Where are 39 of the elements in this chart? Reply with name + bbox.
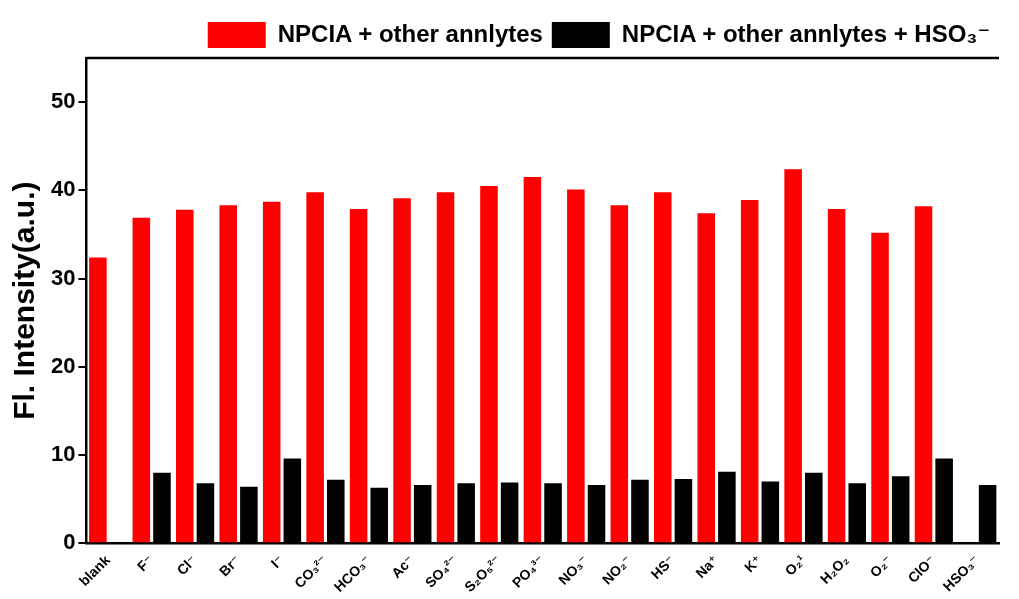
bar (784, 169, 802, 543)
bar (219, 205, 238, 543)
bar (740, 200, 759, 543)
bar (914, 206, 933, 543)
bar (306, 192, 324, 543)
y-tick-label: 20 (50, 352, 76, 378)
bar (480, 185, 498, 543)
x-tick-label: O₂¹ (781, 551, 809, 579)
legend-label: NPCIA + other annlytes (277, 19, 543, 47)
bar (610, 205, 629, 543)
bar (262, 201, 281, 543)
x-tick-label: F⁻ (133, 551, 157, 575)
bar (89, 257, 107, 543)
x-tick-label: K⁺ (741, 551, 765, 576)
x-tick-label: Cl⁻ (173, 551, 200, 579)
bar (393, 198, 411, 543)
bar (176, 209, 194, 543)
x-tick-label: Br⁻ (215, 551, 244, 580)
y-tick-label: 30 (50, 264, 76, 290)
bar (871, 232, 889, 543)
x-tick-label: I⁻ (267, 551, 287, 572)
x-tick-label: O₂⁻ (866, 551, 896, 581)
bar (654, 192, 672, 543)
bar (697, 213, 715, 543)
y-tick-label: 10 (50, 441, 76, 467)
x-tick-label: Ac⁻ (388, 551, 418, 581)
y-tick-label: 40 (50, 176, 76, 202)
bar (827, 208, 846, 543)
x-tick-label: HS⁻ (647, 551, 678, 583)
bar (523, 177, 542, 543)
bar (132, 217, 151, 543)
y-tick-label: 50 (50, 88, 76, 114)
y-axis-title: Fl. Intensity(a.u.) (7, 181, 41, 420)
y-tick-label: 0 (63, 529, 76, 555)
bar (436, 192, 455, 543)
legend-label: NPCIA + other annlytes + HSO₃⁻ (621, 19, 991, 47)
bar (349, 208, 368, 543)
bar (567, 189, 585, 543)
x-tick-label: Na⁺ (692, 551, 722, 581)
